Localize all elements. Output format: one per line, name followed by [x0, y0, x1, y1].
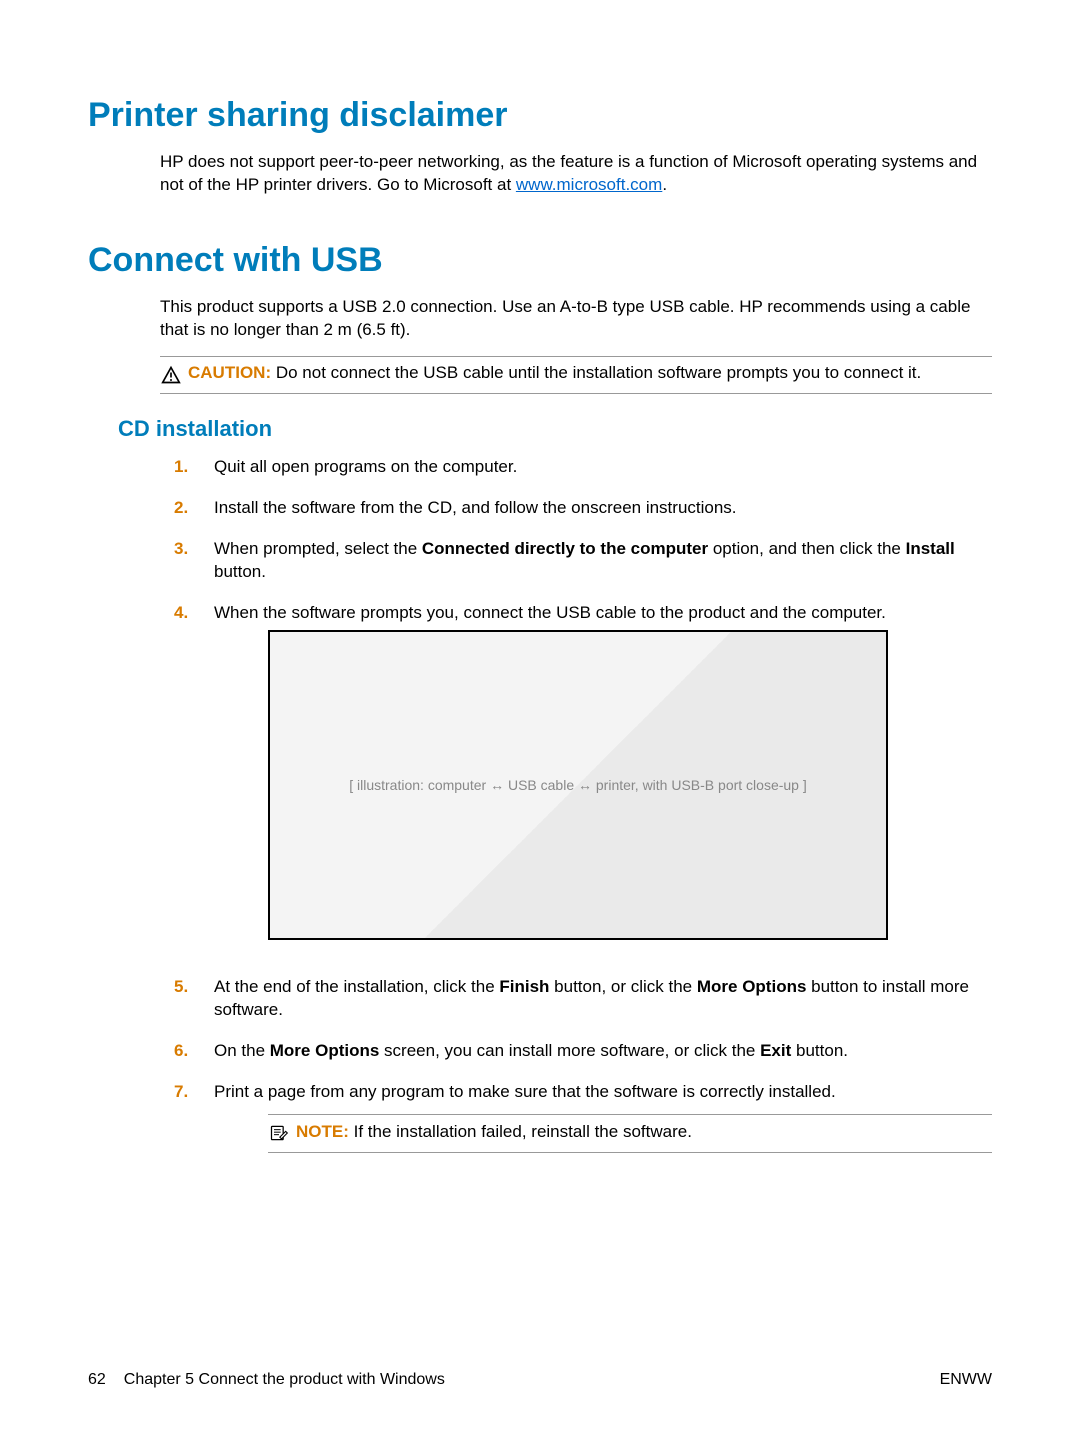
step-number: 5. [174, 976, 188, 999]
illustration-usb-connection: [ illustration: computer ↔ USB cable ↔ p… [268, 630, 888, 940]
note-label: NOTE: [296, 1122, 349, 1141]
step-number: 6. [174, 1040, 188, 1063]
t: button. [791, 1041, 848, 1060]
t-bold: Finish [499, 977, 549, 996]
t-bold: More Options [270, 1041, 380, 1060]
footer-left: 62 Chapter 5 Connect the product with Wi… [88, 1371, 445, 1389]
link-microsoft[interactable]: www.microsoft.com [516, 175, 662, 194]
step-text: When the software prompts you, connect t… [214, 603, 886, 622]
t: screen, you can install more software, o… [379, 1041, 760, 1060]
page-footer: 62 Chapter 5 Connect the product with Wi… [88, 1371, 992, 1389]
t-bold: Install [906, 539, 955, 558]
step-text: On the More Options screen, you can inst… [214, 1041, 848, 1060]
step-4: 4. When the software prompts you, connec… [160, 602, 992, 977]
step-number: 7. [174, 1081, 188, 1104]
text-disclaimer-after: . [662, 175, 667, 194]
t: button, or click the [549, 977, 696, 996]
t-bold: Connected directly to the computer [422, 539, 708, 558]
t: When prompted, select the [214, 539, 422, 558]
step-number: 1. [174, 456, 188, 479]
step-text: Print a page from any program to make su… [214, 1082, 836, 1101]
step-6: 6. On the More Options screen, you can i… [160, 1040, 992, 1081]
illustration-placeholder-text: [ illustration: computer ↔ USB cable ↔ p… [349, 776, 807, 795]
t: At the end of the installation, click th… [214, 977, 499, 996]
step-number: 2. [174, 497, 188, 520]
step-text: When prompted, select the Connected dire… [214, 539, 955, 581]
para-usb-intro: This product supports a USB 2.0 connecti… [160, 296, 992, 342]
step-text: At the end of the installation, click th… [214, 977, 969, 1019]
t: option, and then click the [708, 539, 906, 558]
heading-connect-with-usb: Connect with USB [88, 241, 992, 280]
document-page: Printer sharing disclaimer HP does not s… [0, 0, 1080, 1437]
step-number: 4. [174, 602, 188, 625]
caution-body: CAUTION: Do not connect the USB cable un… [188, 363, 921, 383]
step-2: 2. Install the software from the CD, and… [160, 497, 992, 538]
t-bold: More Options [697, 977, 807, 996]
callout-note: NOTE: If the installation failed, reinst… [268, 1114, 992, 1153]
step-text: Install the software from the CD, and fo… [214, 498, 737, 517]
note-body: NOTE: If the installation failed, reinst… [296, 1121, 692, 1144]
step-5: 5. At the end of the installation, click… [160, 976, 992, 1040]
para-disclaimer: HP does not support peer-to-peer network… [160, 151, 992, 197]
callout-caution: CAUTION: Do not connect the USB cable un… [160, 356, 992, 394]
heading-printer-sharing-disclaimer: Printer sharing disclaimer [88, 96, 992, 135]
step-1: 1. Quit all open programs on the compute… [160, 456, 992, 497]
caution-triangle-icon [160, 363, 182, 385]
step-3: 3. When prompted, select the Connected d… [160, 538, 992, 602]
note-text: If the installation failed, reinstall th… [354, 1122, 692, 1141]
footer-chapter: Chapter 5 Connect the product with Windo… [124, 1371, 445, 1389]
step-7: 7. Print a page from any program to make… [160, 1081, 992, 1161]
t: On the [214, 1041, 270, 1060]
footer-page-number: 62 [88, 1371, 106, 1389]
caution-text: Do not connect the USB cable until the i… [276, 363, 921, 382]
step-text: Quit all open programs on the computer. [214, 457, 517, 476]
ordered-steps: 1. Quit all open programs on the compute… [160, 456, 992, 1161]
note-pencil-icon [268, 1121, 290, 1143]
t-bold: Exit [760, 1041, 791, 1060]
subheading-cd-installation: CD installation [118, 416, 992, 442]
footer-right: ENWW [940, 1371, 992, 1389]
t: button. [214, 562, 266, 581]
step-number: 3. [174, 538, 188, 561]
caution-label: CAUTION: [188, 363, 271, 382]
